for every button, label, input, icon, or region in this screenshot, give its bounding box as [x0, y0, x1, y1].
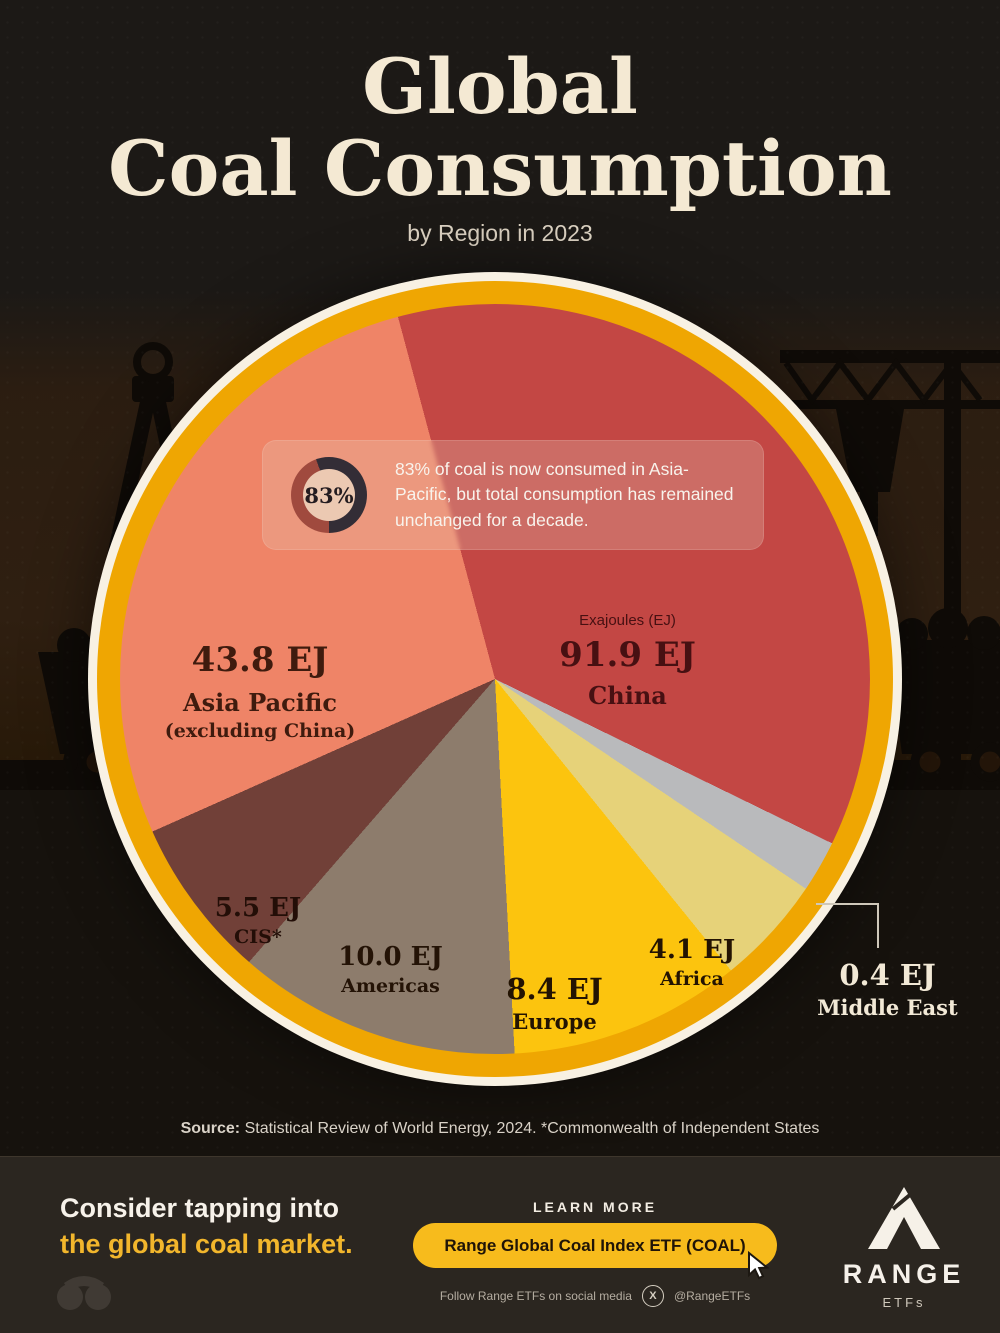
- callout-box: 83% 83% of coal is now consumed in Asia-…: [262, 440, 764, 550]
- africa-name: Africa: [660, 968, 724, 990]
- asia-pacific-name: Asia Pacific: [183, 688, 337, 717]
- callout-donut-percent: 83%: [304, 482, 354, 508]
- source-prefix: Source:: [180, 1120, 241, 1137]
- callout-text: 83% of coal is now consumed in Asia-Paci…: [395, 458, 734, 530]
- cta-line2: the global coal market.: [60, 1229, 353, 1259]
- americas-name: Americas: [341, 975, 440, 997]
- china-name: China: [588, 681, 667, 710]
- label-cis: 5.5 EJ CIS*: [178, 893, 338, 948]
- middle-east-name: Middle East: [817, 995, 958, 1020]
- label-africa: 4.1 EJ Africa: [608, 935, 776, 990]
- asia-pacific-sub: (excluding China): [164, 720, 356, 742]
- china-value: 91.9 EJ: [559, 635, 696, 675]
- pie: [120, 304, 870, 1054]
- footer: Consider tapping into the global coal ma…: [0, 1156, 1000, 1333]
- page-title-line1: Global: [362, 42, 638, 131]
- source-line: Source: Statistical Review of World Ener…: [0, 1120, 1000, 1138]
- middle-east-pointer-line: [816, 903, 879, 948]
- learn-more-label: LEARN MORE: [532, 1199, 658, 1215]
- coal-cart-right-silhouette: [886, 608, 1000, 782]
- social-row: Follow Range ETFs on social media X @Ran…: [400, 1285, 790, 1307]
- x-social-icon[interactable]: X: [641, 1285, 664, 1307]
- pie-outer-ring: [88, 272, 902, 1086]
- cis-name: CIS*: [234, 926, 282, 948]
- label-asia-pacific: 43.8 EJ Asia Pacific (excluding China): [110, 640, 410, 742]
- page-title-line2: Coal Consumption: [108, 124, 892, 213]
- cta-line1: Consider tapping into: [60, 1193, 339, 1223]
- label-middle-east: 0.4 EJ Middle East: [795, 958, 980, 1020]
- label-europe: 8.4 EJ Europe: [462, 972, 647, 1034]
- label-americas: 10.0 EJ Americas: [298, 942, 483, 997]
- source-text: Statistical Review of World Energy, 2024…: [240, 1120, 820, 1137]
- page-subtitle: by Region in 2023: [407, 220, 593, 246]
- etf-button[interactable]: Range Global Coal Index ETF (COAL): [413, 1223, 777, 1268]
- cursor-icon: [748, 1251, 770, 1280]
- brand-name: RANGE: [842, 1259, 966, 1289]
- brand-sub: ETFs: [882, 1295, 926, 1310]
- unit-label: Exajoules (EJ): [579, 612, 676, 629]
- social-handle[interactable]: @RangeETFs: [673, 1289, 751, 1303]
- visual-capitalist-logo: [57, 1276, 111, 1310]
- social-text: Follow Range ETFs on social media: [439, 1289, 632, 1303]
- label-china: Exajoules (EJ) 91.9 EJ China: [480, 612, 775, 710]
- europe-name: Europe: [512, 1009, 597, 1034]
- range-mountain-logo: [868, 1187, 940, 1249]
- callout-donut-chart: 83%: [291, 457, 367, 533]
- middle-east-value: 0.4 EJ: [839, 958, 936, 992]
- pie-gold-ring: [97, 281, 893, 1077]
- americas-value: 10.0 EJ: [338, 942, 443, 972]
- europe-value: 8.4 EJ: [506, 972, 603, 1006]
- asia-pacific-value: 43.8 EJ: [191, 640, 329, 680]
- cis-value: 5.5 EJ: [214, 893, 302, 923]
- africa-value: 4.1 EJ: [648, 935, 736, 965]
